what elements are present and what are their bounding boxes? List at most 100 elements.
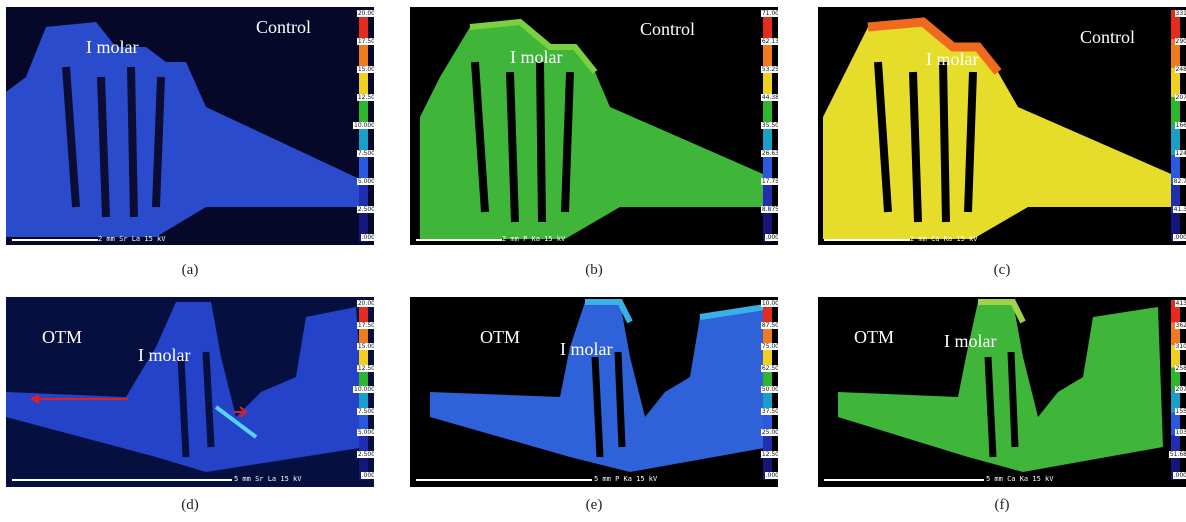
scale-bar-f [824, 479, 984, 481]
colorbar-tick-label: .000 [1172, 234, 1186, 241]
colorbar-tick-label: 26.63 [760, 150, 778, 157]
scale-bar-b [416, 239, 502, 241]
colorbar-tick-label: 12.50 [356, 364, 374, 372]
panel-b-image: 71.00 62.13 53.25 44.38 35.50 26.63 17.75 8.875… [410, 7, 778, 245]
colorbar-tick-label: 82.7 [1172, 178, 1186, 185]
colorbar-tick-label: 15.00 [356, 343, 374, 350]
colorbar-tick-label: 248 [1174, 66, 1186, 73]
label-i-molar-e: I molar [560, 339, 613, 359]
colorbar-tick-label: 25.00 [760, 429, 778, 436]
colorbar-ticks-b: 71.00 62.13 53.25 44.38 35.50 26.63 17.75 8.875… [758, 10, 778, 242]
caption-d: (d) [181, 497, 199, 513]
colorbar-tick-label: 258 [1174, 364, 1186, 372]
label-otm-d: OTM [42, 327, 82, 347]
colorbar-tick-label: 2.500 [356, 206, 374, 213]
colorbar-tick-label: 207 [1174, 94, 1186, 101]
label-control-c: Control [1080, 27, 1136, 47]
caption-a: (a) [181, 262, 199, 278]
scale-text-c: 2 mm Ca Ka 15 kV [910, 235, 978, 243]
colorbar-tick-label: 41.3 [1172, 206, 1186, 213]
scale-bar-d [12, 479, 232, 481]
colorbar-tick-label: 7.500 [356, 150, 374, 157]
colorbar-tick-label: 37.50 [760, 407, 778, 415]
tissue-map-c [818, 7, 1186, 245]
tissue-map-a [6, 7, 374, 245]
label-i-molar-a: I molar [86, 37, 139, 57]
colorbar-tick-label: 62.13 [760, 38, 778, 45]
colorbar-ticks-c: 331 290 248 207 166 124 82.7 41.3 .000 [1166, 10, 1186, 242]
colorbar-tick-label: 15.00 [356, 66, 374, 73]
colorbar-tick-label: 413 [1174, 300, 1186, 307]
arrow-red-small [234, 406, 248, 418]
colorbar-tick-label: 53.25 [760, 66, 778, 73]
scale-text-d: 5 mm Sr La 15 kV [234, 475, 302, 483]
label-control-a: Control [256, 17, 312, 37]
colorbar-tick-label: 20.00 [356, 300, 374, 307]
colorbar-tick-label: 20.00 [356, 10, 374, 17]
tissue-map-f [818, 297, 1186, 487]
colorbar-tick-label: 51.68 [1168, 450, 1186, 458]
scale-text-b: 2 mm P Ka 15 kV [502, 235, 566, 243]
colorbar-tick-label: 75.00 [760, 343, 778, 350]
colorbar-tick-label: 12.50 [760, 450, 778, 458]
label-i-molar-f: I molar [944, 331, 997, 351]
colorbar-tick-label: 50.00 [760, 386, 778, 393]
colorbar-tick-label: 331 [1174, 10, 1186, 17]
colorbar-tick-label: 290 [1174, 38, 1186, 45]
colorbar-tick-label: .000 [360, 472, 374, 479]
colorbar-tick-label: 2.500 [356, 450, 374, 458]
colorbar-tick-label: 71.00 [760, 10, 778, 17]
scale-text-a: 2 mm Sr La 15 kV [98, 235, 166, 243]
colorbar-ticks-e: 10.00 87.50 75.00 62.50 50.00 37.50 25.00 12.50… [758, 300, 778, 480]
tissue-map-e [410, 297, 778, 487]
colorbar-tick-label: 10.00 [760, 300, 778, 307]
label-otm-e: OTM [480, 327, 520, 347]
colorbar-tick-label: 87.50 [760, 321, 778, 329]
colorbar-ticks-a: 20.00 17.50 15.00 12.50 10.000 7.500 5.000 2.50… [353, 10, 374, 242]
colorbar-ticks-f: 413 362 310 258 207 155 103 51.68 .000 [1166, 300, 1186, 480]
colorbar-tick-label: 310 [1174, 343, 1186, 350]
colorbar-tick-label: 362 [1174, 321, 1186, 329]
colorbar-tick-label: .000 [360, 234, 374, 241]
scale-text-f: 5 mm Ca Ka 15 kV [986, 475, 1054, 483]
colorbar-tick-label: 44.38 [760, 94, 778, 101]
colorbar-tick-label: 10.000 [353, 386, 374, 393]
colorbar-tick-label: 62.50 [760, 364, 778, 372]
label-control-b: Control [640, 19, 696, 39]
colorbar-tick-label: .000 [764, 234, 778, 241]
colorbar-tick-label: 35.50 [760, 122, 778, 129]
colorbar-tick-label: 17.50 [356, 38, 374, 45]
tissue-map-b [410, 7, 778, 245]
colorbar-tick-label: 155 [1174, 407, 1186, 415]
scale-text-e: 5 mm P Ka 15 kV [594, 475, 658, 483]
colorbar-tick-label: .000 [1172, 472, 1186, 479]
panel-f-image: 413 362 310 258 207 155 103 51.68 .000 5 mm Ca K… [818, 297, 1186, 487]
colorbar-tick-label: 8.875 [760, 206, 778, 213]
colorbar-tick-label: 124 [1174, 150, 1186, 157]
panel-d-image: 20.00 17.50 15.00 12.50 10.000 7.500 5.000 2.50… [6, 297, 374, 487]
colorbar-tick-label: 5.000 [356, 178, 374, 185]
label-i-molar-d: I molar [138, 345, 191, 365]
label-otm-f: OTM [854, 327, 894, 347]
colorbar-tick-label: 17.75 [760, 178, 778, 185]
colorbar-tick-label: 5.000 [356, 429, 374, 436]
scale-bar-a [12, 239, 98, 241]
colorbar-ticks-d: 20.00 17.50 15.00 12.50 10.000 7.500 5.000 2.50… [353, 300, 374, 480]
colorbar-tick-label: .000 [764, 472, 778, 479]
colorbar-tick-label: 10.000 [353, 122, 374, 129]
scale-bar-c [824, 239, 910, 241]
colorbar-tick-label: 17.50 [356, 321, 374, 329]
caption-e: (e) [585, 497, 603, 513]
caption-b: (b) [585, 262, 603, 278]
colorbar-tick-label: 103 [1174, 429, 1186, 436]
panel-a-image: 20.00 17.50 15.00 12.50 10.000 7.500 5.000 2.50… [6, 7, 374, 245]
panel-e-image: 10.00 87.50 75.00 62.50 50.00 37.50 25.00 12.50… [410, 297, 778, 487]
caption-f: (f) [994, 497, 1010, 513]
scale-bar-e [416, 479, 592, 481]
panel-c-image: 331 290 248 207 166 124 82.7 41.3 .000 2 mm Ca K… [818, 7, 1186, 245]
tissue-map-d [6, 297, 374, 487]
arrow-red-left [30, 394, 128, 404]
colorbar-tick-label: 166 [1174, 122, 1186, 129]
colorbar-tick-label: 7.500 [356, 407, 374, 415]
colorbar-tick-label: 207 [1174, 386, 1186, 393]
